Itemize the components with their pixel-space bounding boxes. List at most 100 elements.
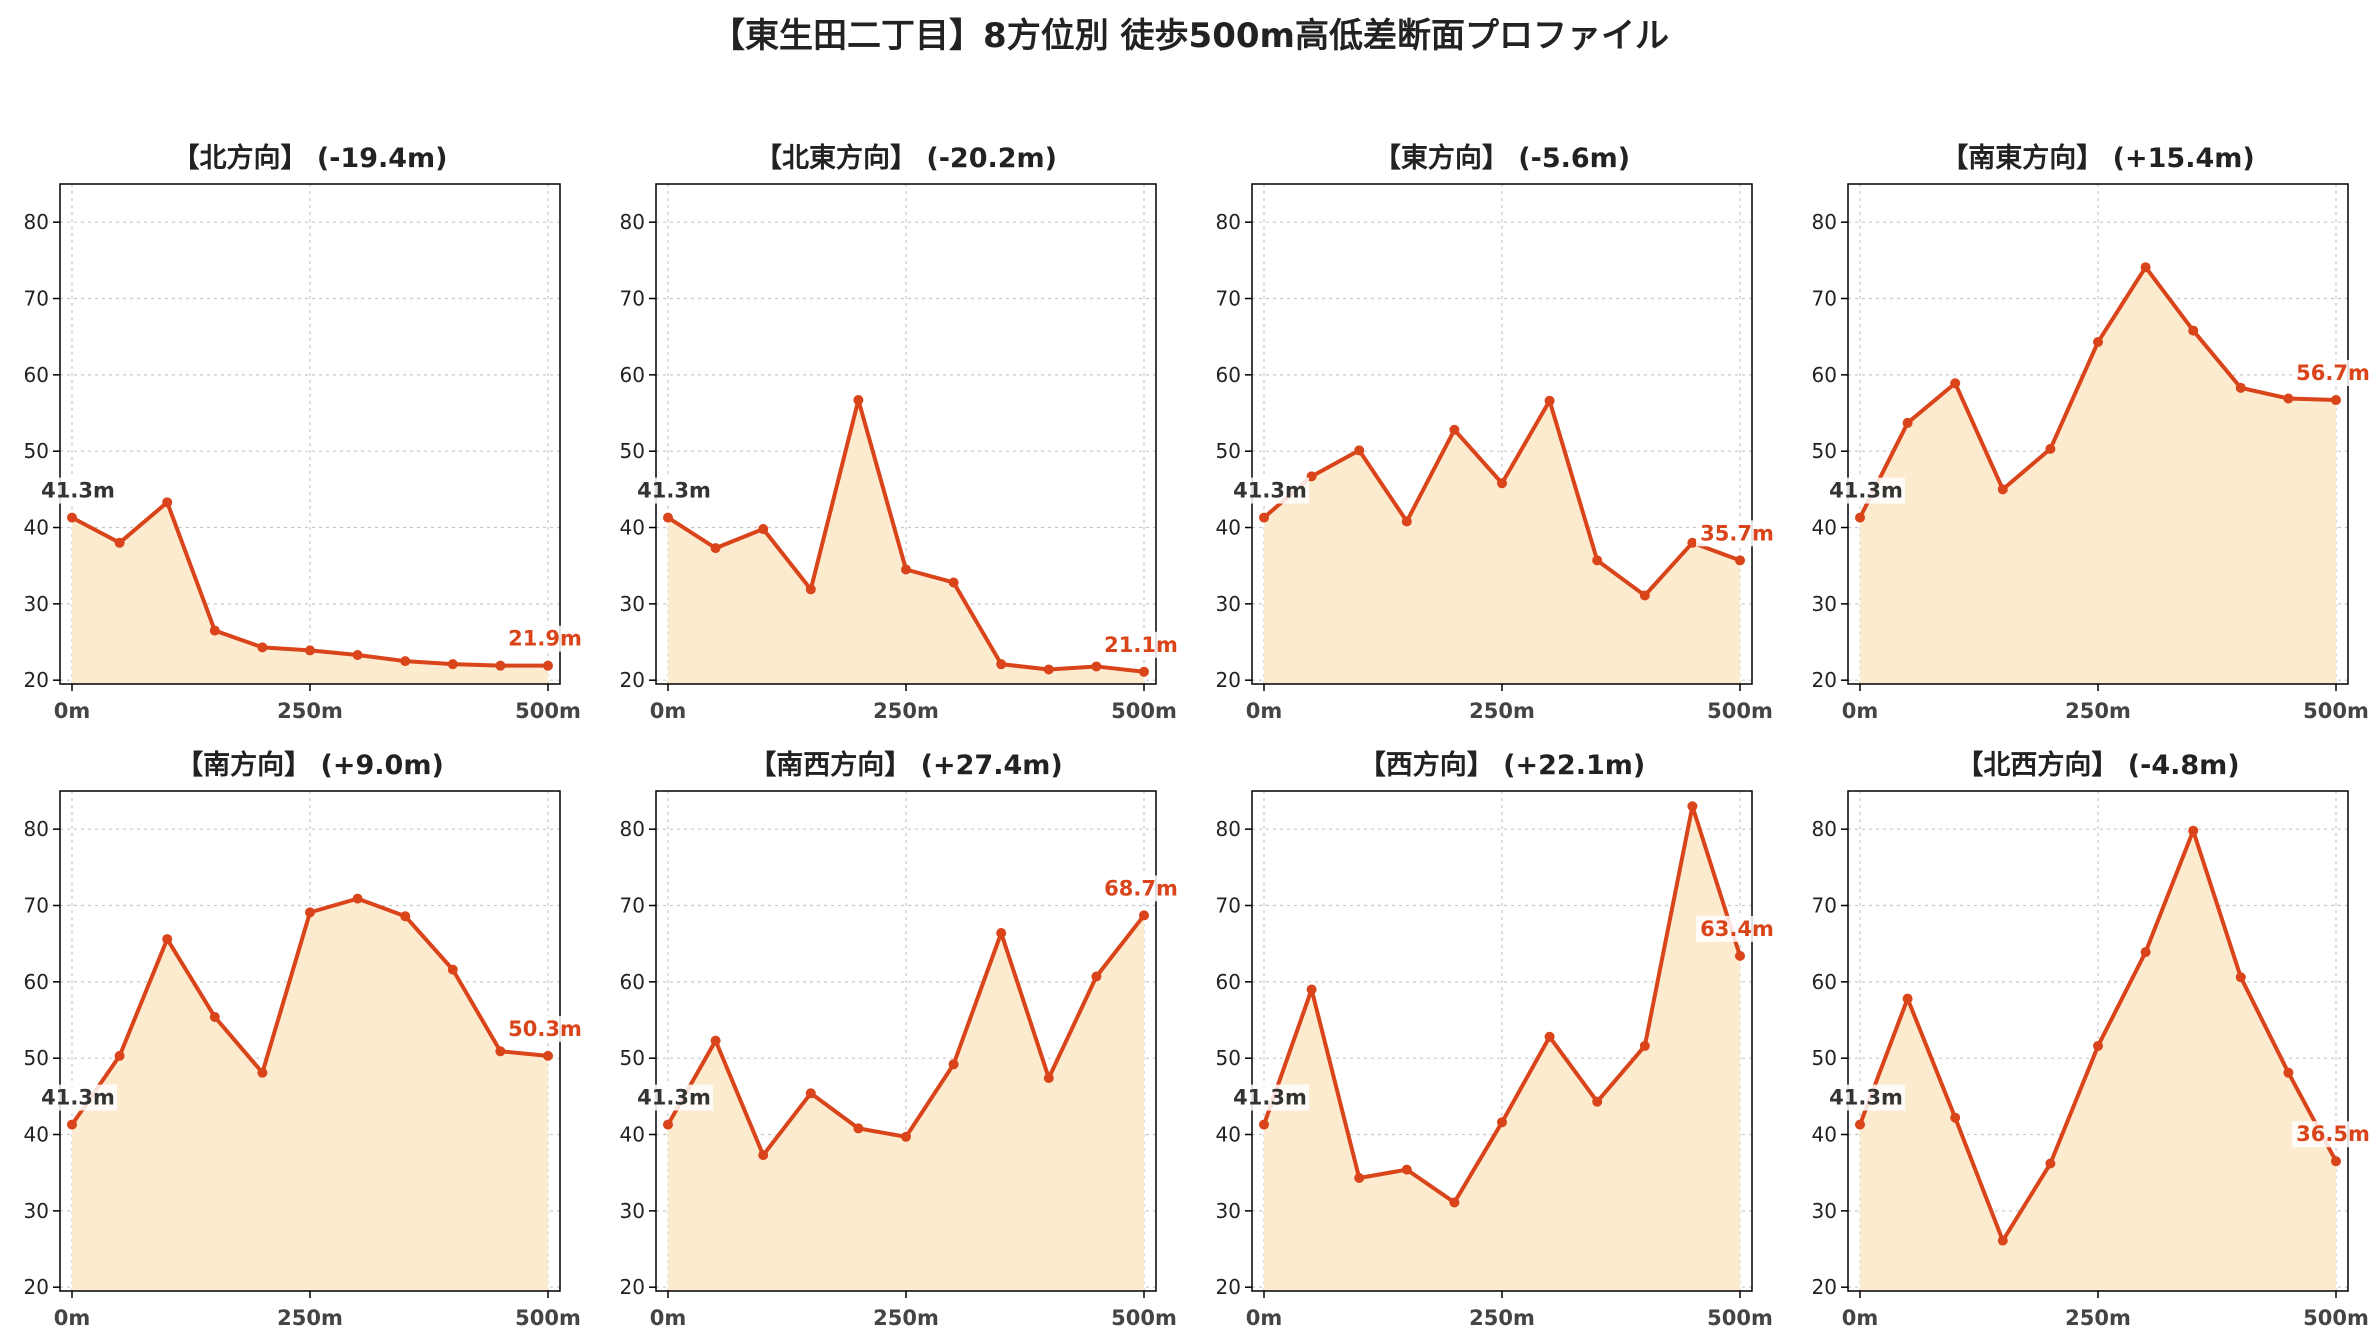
x-tick-label: 500m — [1707, 1306, 1773, 1330]
data-point — [162, 934, 173, 945]
start-label-bg — [1231, 1084, 1309, 1111]
start-value-label: 41.3m — [1829, 479, 1903, 503]
data-point — [1592, 555, 1603, 566]
end-value-label: 63.4m — [1700, 917, 1774, 941]
chart-title: 【北西方向】 (-4.8m) — [1956, 749, 2239, 781]
end-value-label: 68.7m — [1104, 876, 1178, 900]
chart-title: 【東方向】 (-5.6m) — [1374, 142, 1630, 174]
y-tick-label: 30 — [620, 592, 645, 616]
y-tick-label: 60 — [24, 970, 49, 994]
y-tick-label: 40 — [1216, 516, 1241, 540]
y-tick-label: 80 — [24, 210, 49, 234]
data-point — [1043, 664, 1054, 675]
end-label-bg — [1696, 915, 1778, 942]
data-point — [114, 1050, 125, 1061]
x-tick-label: 500m — [1111, 699, 1177, 723]
x-tick-label: 0m — [1842, 699, 1879, 723]
data-point — [663, 1119, 673, 1130]
data-point — [67, 1119, 77, 1130]
data-point — [2331, 1156, 2341, 1167]
y-tick-label: 20 — [1216, 1275, 1241, 1299]
x-tick-label: 0m — [54, 1306, 91, 1330]
start-label-bg — [1231, 477, 1309, 504]
x-tick-label: 250m — [873, 1306, 939, 1330]
area-fill — [1264, 806, 1740, 1291]
data-point — [1354, 445, 1365, 456]
data-point — [400, 911, 411, 922]
y-tick-label: 80 — [24, 817, 49, 841]
y-tick-label: 20 — [620, 668, 645, 692]
y-tick-label: 30 — [24, 1199, 49, 1223]
data-point — [209, 625, 220, 636]
y-tick-label: 50 — [1216, 439, 1241, 463]
y-tick-label: 30 — [620, 1199, 645, 1223]
area-fill — [1264, 400, 1740, 684]
x-tick-label: 500m — [2303, 1306, 2369, 1330]
end-value-label: 56.7m — [2296, 361, 2370, 385]
y-tick-label: 70 — [1216, 287, 1241, 311]
y-tick-label: 70 — [24, 894, 49, 918]
start-label-bg — [39, 477, 117, 504]
y-tick-label: 30 — [1812, 592, 1837, 616]
y-tick-label: 40 — [24, 516, 49, 540]
data-point — [1139, 910, 1149, 921]
x-tick-label: 250m — [1469, 699, 1535, 723]
data-point — [1735, 950, 1745, 961]
data-point — [447, 964, 458, 975]
data-point — [1855, 512, 1865, 523]
data-point — [1997, 1235, 2008, 1246]
y-tick-label: 40 — [1812, 1123, 1837, 1147]
data-point — [67, 512, 77, 523]
x-tick-label: 0m — [1842, 1306, 1879, 1330]
data-point — [1043, 1073, 1054, 1084]
x-tick-label: 250m — [2065, 1306, 2131, 1330]
data-point — [1735, 555, 1745, 566]
y-tick-label: 30 — [1216, 592, 1241, 616]
y-tick-label: 50 — [1812, 1046, 1837, 1070]
y-tick-label: 40 — [24, 1123, 49, 1147]
data-point — [114, 537, 125, 548]
x-tick-label: 250m — [2065, 699, 2131, 723]
y-tick-label: 70 — [620, 894, 645, 918]
data-point — [1091, 971, 1102, 982]
y-tick-label: 30 — [24, 592, 49, 616]
data-point — [2045, 1158, 2056, 1169]
y-tick-label: 70 — [1216, 894, 1241, 918]
x-tick-label: 0m — [650, 1306, 687, 1330]
data-point — [257, 1067, 268, 1078]
area-fill — [668, 915, 1144, 1291]
data-point — [2093, 337, 2103, 348]
start-value-label: 41.3m — [41, 1086, 115, 1110]
start-label-bg — [1827, 477, 1905, 504]
data-point — [400, 656, 411, 667]
start-value-label: 41.3m — [1233, 479, 1307, 503]
data-point — [1902, 993, 1913, 1004]
data-point — [758, 524, 769, 535]
chart-title: 【南西方向】 (+27.4m) — [749, 749, 1062, 781]
x-tick-label: 250m — [1469, 1306, 1535, 1330]
data-point — [1639, 590, 1650, 601]
data-point — [1306, 471, 1317, 482]
x-tick-label: 0m — [54, 699, 91, 723]
data-point — [1401, 516, 1412, 527]
data-point — [805, 1088, 816, 1099]
y-tick-label: 70 — [620, 287, 645, 311]
start-value-label: 41.3m — [637, 1086, 711, 1110]
x-tick-label: 250m — [873, 699, 939, 723]
end-value-label: 50.3m — [508, 1017, 582, 1041]
data-point — [2140, 947, 2151, 958]
y-tick-label: 60 — [1216, 363, 1241, 387]
data-point — [853, 1123, 864, 1134]
y-tick-label: 50 — [24, 439, 49, 463]
start-label-bg — [39, 1084, 117, 1111]
area-fill — [1860, 267, 2336, 684]
data-point — [1592, 1096, 1603, 1107]
data-point — [758, 1150, 769, 1161]
data-point — [305, 907, 315, 918]
data-point — [948, 1059, 959, 1070]
y-tick-label: 70 — [1812, 894, 1837, 918]
end-value-label: 36.5m — [2296, 1122, 2370, 1146]
chart-panel: 【北東方向】 (-20.2m) 20 30 40 50 60 70 80 0m 250m 500m 4… — [620, 142, 1182, 723]
chart-panel: 【南方向】 (+9.0m) 20 30 40 50 60 70 80 0m 250m 500m 41.… — [24, 749, 586, 1330]
end-value-label: 21.1m — [1104, 633, 1178, 657]
